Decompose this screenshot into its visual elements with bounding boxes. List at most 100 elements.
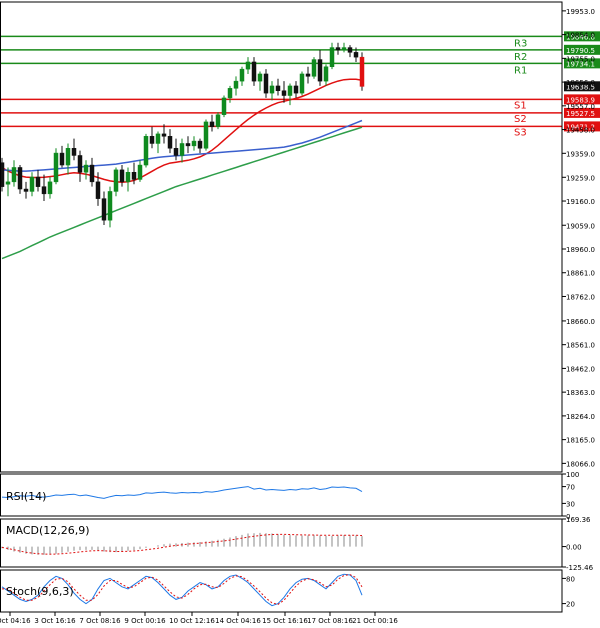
candle-body bbox=[89, 164, 95, 183]
candle-body bbox=[335, 47, 341, 51]
price-tick-label: 19854.0 bbox=[566, 32, 595, 40]
candle-body bbox=[149, 136, 155, 144]
price-tick-label: 18960.0 bbox=[566, 246, 595, 254]
stoch-pane: 80 20 Stoch(9,6,3) bbox=[1, 573, 575, 609]
price-tick-label: 19359.0 bbox=[566, 150, 595, 158]
price-tick-label: 18861.0 bbox=[566, 270, 595, 278]
rsi-pane: 100 70 30 0 RSI(14) bbox=[1, 471, 579, 521]
candle-body bbox=[275, 85, 281, 91]
level-price-box bbox=[564, 107, 600, 118]
level-price-label: 19734.1 bbox=[566, 60, 595, 68]
candle-body bbox=[269, 85, 275, 94]
time-tick-label: 14 Oct 04:16 bbox=[215, 617, 261, 625]
indicator-tick-label: 20 bbox=[566, 601, 575, 609]
candle-body bbox=[299, 73, 305, 94]
candle-body bbox=[41, 186, 47, 195]
candle-body bbox=[281, 90, 287, 96]
price-tick-label: 18660.0 bbox=[566, 318, 595, 326]
candle-body bbox=[185, 143, 191, 147]
price-tick-label: 19557.0 bbox=[566, 103, 595, 111]
time-tick-label: 15 Oct 16:16 bbox=[262, 617, 308, 625]
candle-body bbox=[131, 172, 137, 180]
time-tick-label: 17 Oct 08:16 bbox=[307, 617, 353, 625]
level-price-label: 19527.5 bbox=[566, 110, 595, 118]
level-price-box bbox=[564, 31, 600, 42]
level-name-s2: S2 bbox=[514, 114, 527, 125]
level-name-r3: R3 bbox=[514, 38, 527, 49]
price-tick-label: 19953.0 bbox=[566, 8, 595, 16]
candle-body bbox=[239, 68, 245, 82]
macd-title: MACD(12,26,9) bbox=[6, 524, 90, 537]
candle-body bbox=[35, 176, 41, 187]
candle-body bbox=[143, 136, 149, 166]
candle-body bbox=[161, 133, 167, 137]
price-tick-label: 18561.0 bbox=[566, 342, 595, 350]
candle-body bbox=[95, 181, 101, 199]
rsi-title: RSI(14) bbox=[6, 490, 46, 503]
level-price-box bbox=[564, 94, 600, 105]
candle-body bbox=[107, 191, 113, 221]
level-price-label: 19471.2 bbox=[566, 123, 595, 131]
candle-body bbox=[287, 85, 293, 96]
indicator-tick-label: 70 bbox=[566, 484, 575, 492]
candle-body bbox=[173, 148, 179, 156]
price-tick-label: 18066.0 bbox=[566, 460, 595, 468]
indicator-tick-label: 0.00 bbox=[566, 544, 582, 552]
price-axis: 19953.0 19854.0 19755.0 19656.0 19557.0 19458… bbox=[562, 8, 595, 468]
candle-body bbox=[317, 59, 323, 82]
candle-body bbox=[59, 152, 65, 166]
price-tick-label: 19059.0 bbox=[566, 222, 595, 230]
price-tick-label: 18762.0 bbox=[566, 293, 595, 301]
candle-body bbox=[29, 176, 35, 192]
candle-body bbox=[341, 47, 347, 51]
level-name-s3: S3 bbox=[514, 127, 527, 138]
price-tick-label: 18462.0 bbox=[566, 365, 595, 373]
rsi-line bbox=[1, 486, 363, 499]
candle-body bbox=[311, 59, 317, 77]
candle-body bbox=[83, 164, 89, 173]
level-price-label: 19846.8 bbox=[566, 33, 595, 41]
moving-average-line bbox=[1, 126, 363, 260]
candle-body bbox=[23, 188, 29, 192]
candle-body bbox=[5, 181, 11, 185]
indicator-tick-label: 169.36 bbox=[566, 516, 591, 524]
candle-body bbox=[179, 143, 185, 156]
candle-body bbox=[203, 121, 209, 149]
price-tick-label: 19259.0 bbox=[566, 174, 595, 182]
level-name-r2: R2 bbox=[514, 52, 527, 63]
stoch-d-line bbox=[2, 574, 363, 605]
price-tick-label: 18264.0 bbox=[566, 413, 595, 421]
macd-pane: 169.36 0.00 -125.46 MACD(12,26,9) bbox=[1, 516, 594, 572]
candle-body bbox=[167, 136, 173, 149]
price-tick-label: 19458.0 bbox=[566, 127, 595, 135]
current-price-label: 19638.5 bbox=[566, 83, 595, 91]
pane-frames bbox=[0, 1, 563, 613]
indicator-tick-label: -125.46 bbox=[566, 564, 594, 572]
pane-frame-stoch bbox=[0, 569, 563, 613]
candle-body bbox=[251, 61, 257, 82]
level-name-s1: S1 bbox=[514, 100, 527, 111]
level-name-r1: R1 bbox=[514, 65, 527, 76]
candle-body bbox=[215, 114, 221, 127]
pane-frame-price bbox=[0, 1, 563, 473]
support-resistance-levels: R3 19846.8 R2 19790.5 R1 19734.1 S1 19583.9 S2 19… bbox=[0, 31, 600, 138]
candle-body bbox=[137, 164, 143, 180]
candle-body bbox=[113, 169, 119, 192]
time-tick-label: 9 Oct 00:16 bbox=[124, 617, 166, 625]
candle-body bbox=[209, 121, 215, 127]
candle-body bbox=[233, 80, 239, 89]
candle-body bbox=[221, 97, 227, 115]
candle-body bbox=[329, 47, 335, 67]
indicator-tick-label: 80 bbox=[566, 575, 575, 583]
time-axis: 1 Oct 04:163 Oct 16:167 Oct 08:169 Oct 0… bbox=[0, 612, 398, 625]
indicator-tick-label: 30 bbox=[566, 500, 575, 508]
time-tick-label: 7 Oct 08:16 bbox=[79, 617, 121, 625]
indicator-tick-label: 100 bbox=[566, 471, 579, 479]
candle-body bbox=[47, 181, 53, 195]
candle-body bbox=[323, 66, 329, 82]
candle-body bbox=[65, 148, 71, 166]
price-tick-label: 19656.0 bbox=[566, 79, 595, 87]
candle-body bbox=[245, 61, 251, 70]
candles bbox=[0, 42, 365, 228]
